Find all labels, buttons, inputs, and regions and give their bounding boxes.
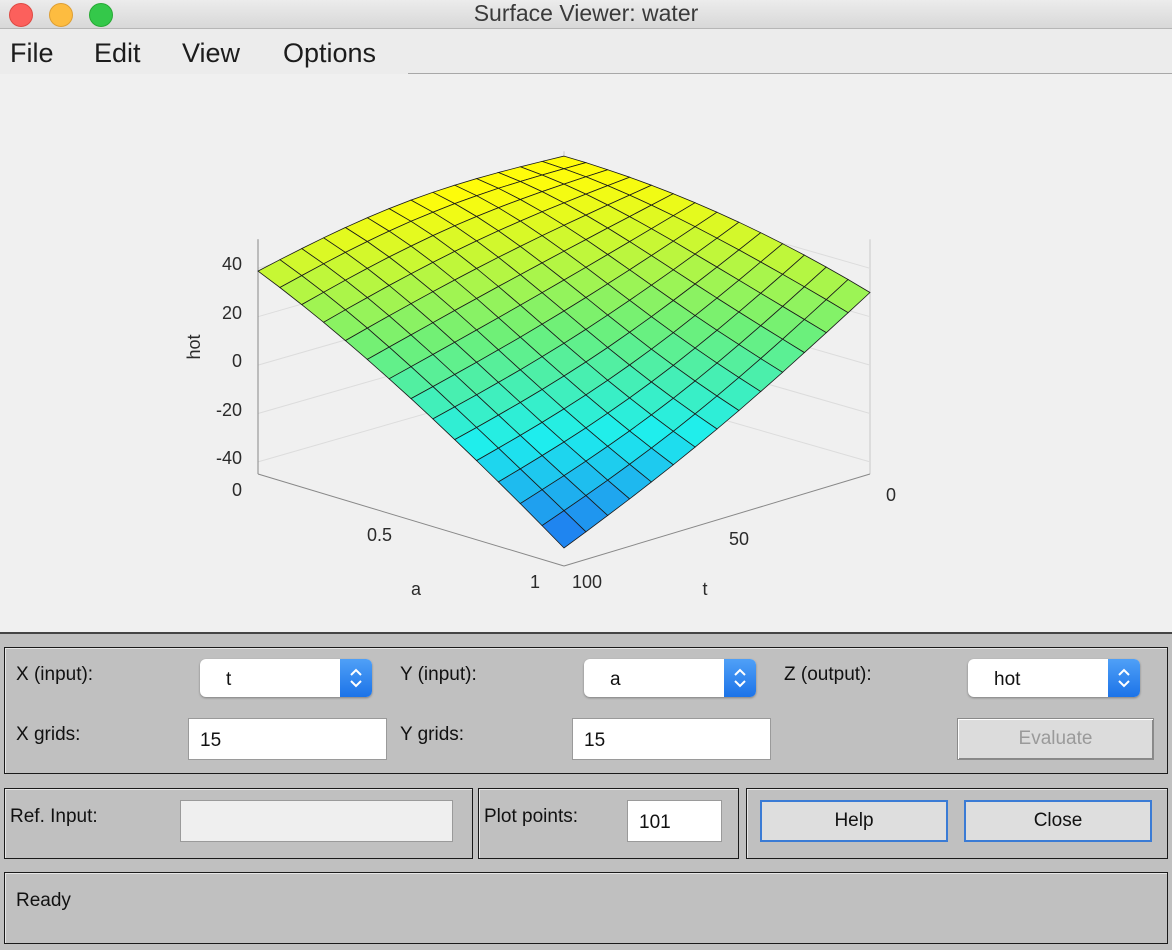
close-button[interactable]: Close bbox=[964, 800, 1152, 842]
status-bar bbox=[4, 872, 1168, 944]
ref-input-label: Ref. Input: bbox=[10, 806, 98, 827]
input-group bbox=[4, 647, 1168, 774]
minimize-window-icon[interactable] bbox=[49, 3, 73, 27]
t-tick-label: 100 bbox=[572, 572, 602, 592]
y-grids-field[interactable]: 15 bbox=[572, 718, 771, 760]
status-text: Ready bbox=[16, 890, 71, 911]
z-output-value: hot bbox=[994, 669, 1021, 690]
a-axis-label: a bbox=[411, 579, 422, 599]
y-input-label: Y (input): bbox=[400, 664, 477, 685]
menu-bar-divider bbox=[408, 73, 1172, 74]
x-input-select[interactable]: t bbox=[200, 659, 372, 697]
t-tick-label: 50 bbox=[729, 529, 749, 549]
grid-line bbox=[257, 473, 565, 567]
ref-input-field[interactable] bbox=[180, 800, 453, 842]
close-window-icon[interactable] bbox=[9, 3, 33, 27]
t-axis-label: t bbox=[702, 579, 707, 599]
surface-plot[interactable]: 40 20 0 -20 -40 0 0.5 1 0 50 100 a t hot bbox=[0, 74, 1172, 632]
t-tick-label: 0 bbox=[886, 485, 896, 505]
menu-view[interactable]: View bbox=[182, 38, 241, 68]
z-tick-label: 0 bbox=[232, 351, 242, 371]
x-grids-field[interactable]: 15 bbox=[188, 718, 387, 760]
z-tick-label: 40 bbox=[222, 254, 242, 274]
plot-points-label: Plot points: bbox=[484, 806, 578, 827]
z-output-label: Z (output): bbox=[784, 664, 872, 685]
menu-bar bbox=[0, 29, 1172, 74]
plot-points-field[interactable]: 101 bbox=[627, 800, 722, 842]
surface-patches bbox=[257, 155, 871, 549]
chevron-updown-icon[interactable] bbox=[340, 659, 372, 697]
z-output-select[interactable]: hot bbox=[968, 659, 1140, 697]
z-tick-label: 20 bbox=[222, 303, 242, 323]
a-tick-label: 0 bbox=[232, 480, 242, 500]
plot-points-value: 101 bbox=[639, 812, 671, 833]
action-button-group bbox=[746, 788, 1168, 859]
menu-file[interactable]: File bbox=[10, 38, 54, 68]
a-tick-label: 1 bbox=[530, 572, 540, 592]
title-bar: Surface Viewer: water bbox=[0, 0, 1172, 29]
y-input-value: a bbox=[610, 669, 621, 690]
menu-edit[interactable]: Edit bbox=[94, 38, 141, 68]
plot-area[interactable]: 40 20 0 -20 -40 0 0.5 1 0 50 100 a t hot bbox=[0, 74, 1172, 632]
surface-patch bbox=[541, 510, 587, 549]
chevron-updown-icon[interactable] bbox=[1108, 659, 1140, 697]
y-input-select[interactable]: a bbox=[584, 659, 756, 697]
window-title: Surface Viewer: water bbox=[473, 0, 699, 26]
z-axis-label: hot bbox=[184, 334, 204, 359]
axes-ticks: 40 20 0 -20 -40 0 0.5 1 0 50 100 a t hot bbox=[184, 254, 896, 599]
zoom-window-icon[interactable] bbox=[89, 3, 113, 27]
z-tick-label: -40 bbox=[216, 448, 242, 468]
x-grids-value: 15 bbox=[200, 730, 222, 751]
evaluate-button[interactable]: Evaluate bbox=[957, 718, 1154, 760]
grid-line bbox=[563, 473, 871, 567]
help-button[interactable]: Help bbox=[760, 800, 948, 842]
a-tick-label: 0.5 bbox=[367, 525, 392, 545]
plot-points-group bbox=[478, 788, 739, 859]
menu-options[interactable]: Options bbox=[283, 38, 377, 68]
x-grids-label: X grids: bbox=[16, 724, 81, 745]
z-tick-label: -20 bbox=[216, 400, 242, 420]
chevron-updown-icon[interactable] bbox=[724, 659, 756, 697]
ref-input-group bbox=[4, 788, 473, 859]
y-grids-value: 15 bbox=[584, 730, 606, 751]
x-input-value: t bbox=[226, 669, 232, 690]
y-grids-label: Y grids: bbox=[400, 724, 465, 745]
x-input-label: X (input): bbox=[16, 664, 94, 685]
